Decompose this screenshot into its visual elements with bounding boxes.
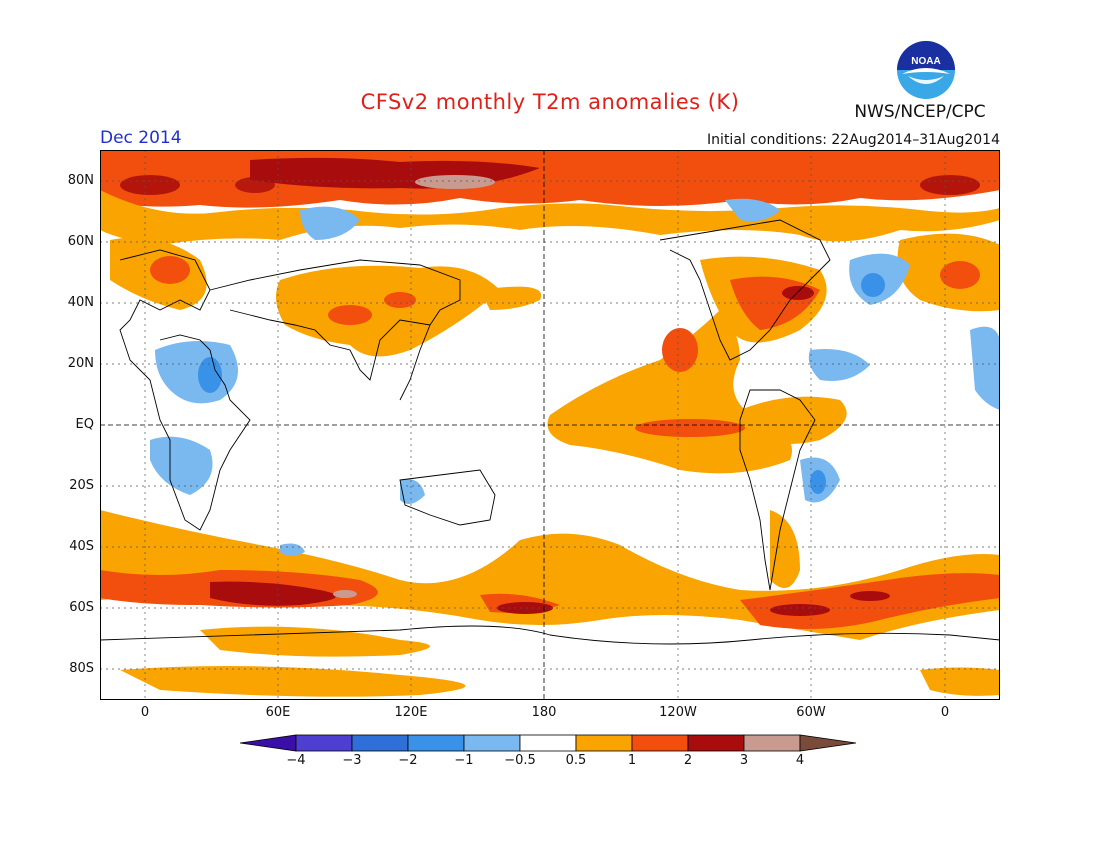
colorbar-segment	[519, 734, 577, 752]
colorbar-label: −2	[398, 753, 418, 768]
map-title: CFSv2 monthly T2m anomalies (K)	[360, 90, 740, 114]
colorbar-label: −1	[454, 753, 474, 768]
noaa-seagull-logo-icon: NOAA	[897, 41, 955, 99]
x-tick-label: 0	[140, 705, 150, 720]
y-tick-label: 20S	[69, 478, 94, 493]
x-tick-label: 0	[940, 705, 950, 720]
colorbar-label: 3	[739, 753, 749, 768]
colorbar-segment	[407, 734, 465, 752]
y-tick-label: 60S	[69, 600, 94, 615]
agency-label: NWS/NCEP/CPC	[854, 102, 986, 122]
y-tick-label: 80S	[69, 661, 94, 676]
equator-and-dateline	[100, 150, 1000, 700]
x-tick-label: 120W	[659, 705, 697, 720]
colorbar-label: −0.5	[504, 753, 536, 768]
anomaly-map	[100, 150, 1000, 700]
colorbar-arrow-left	[240, 734, 297, 752]
colorbar-label: −4	[286, 753, 306, 768]
colorbar-label: 0.5	[565, 753, 587, 768]
x-tick-label: 180	[531, 705, 557, 720]
colorbar-arrow-right	[799, 734, 857, 752]
colorbar-segment	[687, 734, 745, 752]
y-tick-label: 40S	[69, 539, 94, 554]
forecast-month: Dec 2014	[100, 128, 182, 148]
colorbar-segment	[463, 734, 521, 752]
colorbar-label: −3	[342, 753, 362, 768]
coastlines	[100, 219, 1000, 645]
colorbar-segment	[743, 734, 801, 752]
y-tick-label: 20N	[67, 356, 94, 371]
colorbar-segment	[631, 734, 689, 752]
initial-conditions: Initial conditions: 22Aug2014–31Aug2014	[707, 132, 1000, 148]
colorbar-segment	[575, 734, 633, 752]
x-tick-label: 60E	[265, 705, 291, 720]
logo-text: NOAA	[911, 56, 940, 67]
colorbar-label: 2	[683, 753, 693, 768]
y-tick-label: 60N	[67, 234, 94, 249]
y-tick-label: EQ	[75, 417, 94, 432]
colorbar-label: 4	[795, 753, 805, 768]
y-tick-label: 80N	[67, 173, 94, 188]
colorbar-segment	[295, 734, 353, 752]
y-tick-label: 40N	[67, 295, 94, 310]
anomaly-fields	[100, 150, 1000, 697]
colorbar-label: 1	[627, 753, 637, 768]
x-tick-label: 60W	[796, 705, 826, 720]
graticule	[100, 150, 1000, 700]
x-tick-label: 120E	[394, 705, 428, 720]
colorbar-segment	[351, 734, 409, 752]
colorbar	[240, 734, 857, 752]
